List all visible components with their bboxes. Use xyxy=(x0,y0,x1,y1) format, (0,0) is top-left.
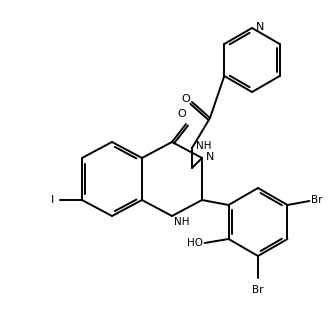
Text: N: N xyxy=(256,22,264,32)
Text: N: N xyxy=(206,152,215,162)
Text: O: O xyxy=(182,94,190,104)
Text: NH: NH xyxy=(196,141,212,151)
Text: O: O xyxy=(178,109,186,119)
Text: Br: Br xyxy=(312,195,323,205)
Text: NH: NH xyxy=(174,217,190,227)
Text: Br: Br xyxy=(252,285,264,295)
Text: I: I xyxy=(51,195,55,205)
Text: HO: HO xyxy=(187,238,203,248)
